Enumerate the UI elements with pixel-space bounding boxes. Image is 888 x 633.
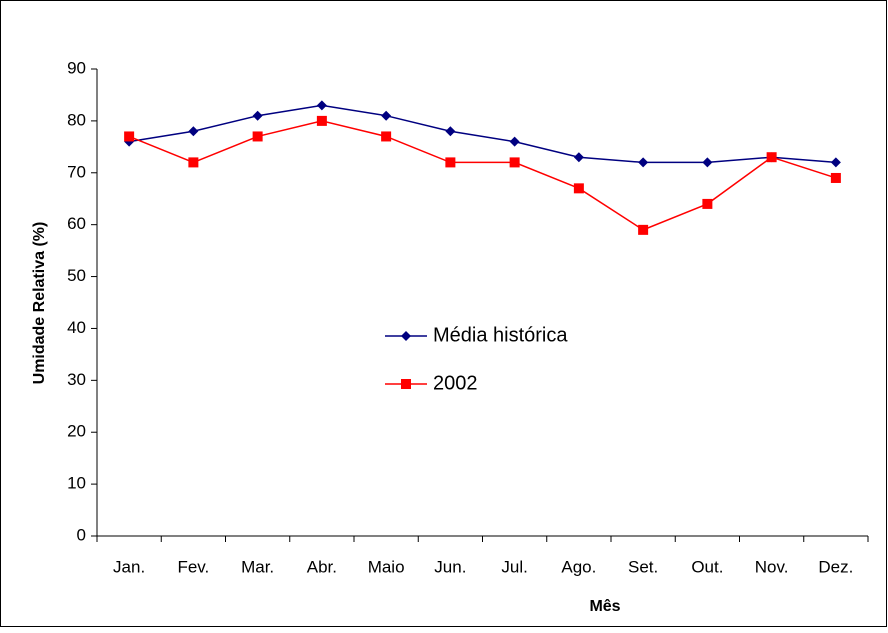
y-tick-label: 30 — [67, 370, 86, 389]
legend-label: 2002 — [433, 372, 478, 394]
data-point — [573, 152, 584, 163]
x-tick-label: Ago. — [561, 557, 596, 576]
data-point — [124, 131, 135, 142]
data-point — [509, 136, 520, 147]
data-point — [638, 157, 649, 168]
data-point — [702, 198, 713, 209]
data-point — [252, 110, 263, 121]
x-tick-label: Mar. — [241, 557, 274, 576]
x-tick-label: Jun. — [434, 557, 466, 576]
y-tick-label: 40 — [67, 318, 86, 337]
y-tick-label: 0 — [77, 525, 86, 544]
data-point — [766, 152, 777, 163]
legend-marker — [401, 379, 411, 389]
data-point — [381, 131, 392, 142]
data-point — [638, 224, 649, 235]
x-tick-label: Abr. — [307, 557, 337, 576]
x-tick-label: Maio — [368, 557, 405, 576]
data-point — [316, 100, 327, 111]
data-point — [188, 126, 199, 137]
data-point — [445, 126, 456, 137]
y-tick-label: 90 — [67, 58, 86, 77]
data-point — [573, 183, 584, 194]
legend-label: Média histórica — [433, 324, 568, 346]
x-axis-title: Mês — [589, 598, 620, 615]
y-tick-label: 10 — [67, 474, 86, 493]
x-tick-label: Jul. — [501, 557, 527, 576]
x-tick-label: Set. — [628, 557, 658, 576]
data-point — [830, 172, 841, 183]
legend-marker — [401, 331, 411, 341]
x-tick-label: Fev. — [177, 557, 209, 576]
y-tick-label: 70 — [67, 162, 86, 181]
x-tick-label: Dez. — [818, 557, 853, 576]
y-tick-label: 60 — [67, 214, 86, 233]
data-point — [316, 115, 327, 126]
data-point — [702, 157, 713, 168]
x-tick-label: Out. — [691, 557, 723, 576]
series-line — [128, 120, 837, 231]
series-line — [129, 104, 836, 164]
y-tick-label: 80 — [67, 110, 86, 129]
data-point — [509, 157, 520, 168]
y-axis-title: Umidade Relativa (%) — [31, 222, 48, 385]
y-tick-label: 50 — [67, 266, 86, 285]
data-point — [445, 157, 456, 168]
data-point — [830, 157, 841, 168]
x-tick-label: Jan. — [113, 557, 145, 576]
y-tick-label: 20 — [67, 422, 86, 441]
data-point — [381, 110, 392, 121]
x-tick-label: Nov. — [755, 557, 789, 576]
data-point — [252, 131, 263, 142]
data-point — [188, 157, 199, 168]
